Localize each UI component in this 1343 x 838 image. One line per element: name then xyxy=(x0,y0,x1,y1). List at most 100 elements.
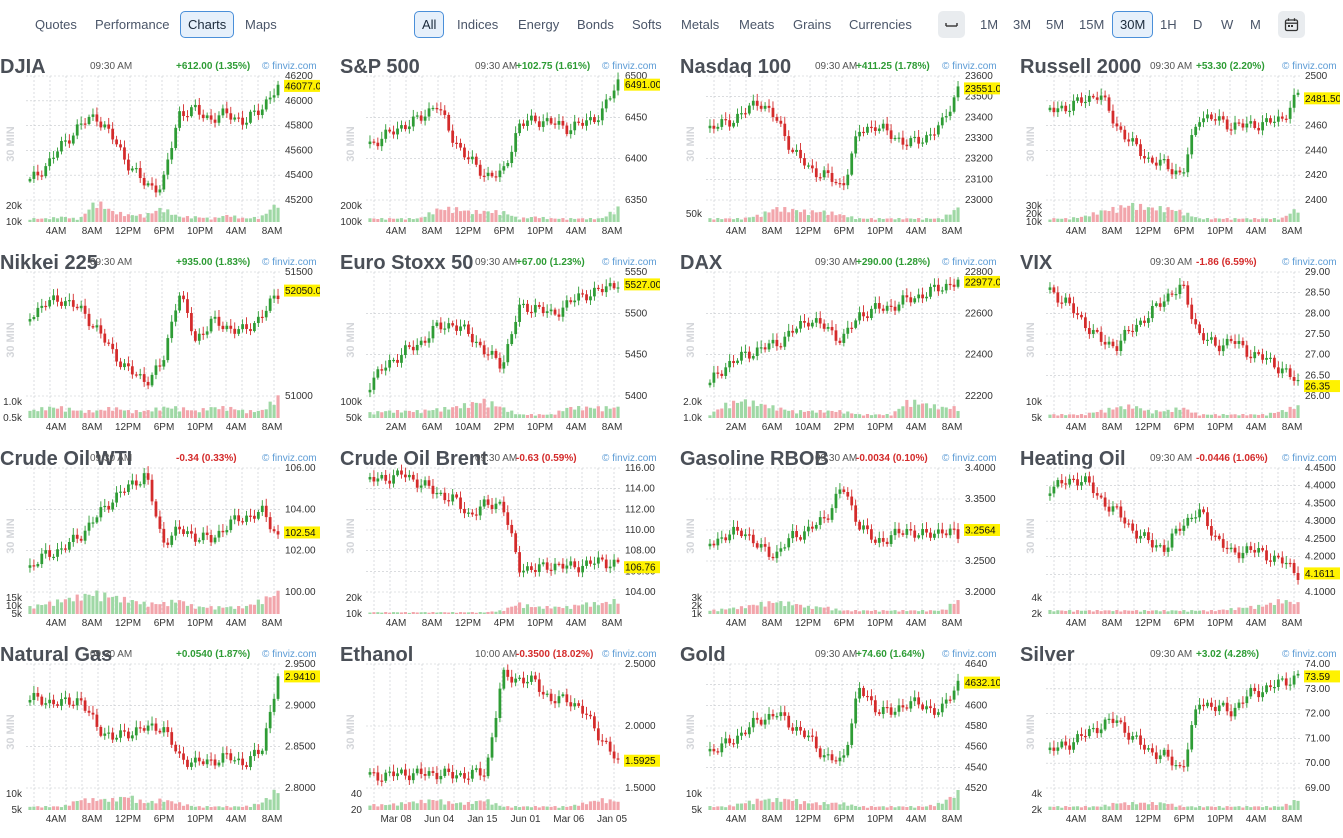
group-softs[interactable]: Softs xyxy=(632,17,662,32)
finviz-logo: © finviz.com xyxy=(942,61,997,72)
nav-performance[interactable]: Performance xyxy=(95,17,170,32)
volume-bar xyxy=(399,412,404,418)
price-chart[interactable]: 2360023500234002330023200231002300050k30… xyxy=(680,72,1000,250)
nav-quotes[interactable]: Quotes xyxy=(35,17,77,32)
candle xyxy=(1068,478,1072,485)
price-chart[interactable]: 25002480246024402420240030k20k10k30 MIN4… xyxy=(1020,72,1340,250)
chart-title[interactable]: Crude Oil WTI xyxy=(0,448,133,470)
chart-panel[interactable]: Russell 2000 09:30 AM +53.30 (2.20%) © finv… xyxy=(1020,54,1343,250)
volume-bar xyxy=(237,218,241,222)
group-currencies[interactable]: Currencies xyxy=(849,17,912,32)
chart-title[interactable]: Gasoline RBOB xyxy=(680,448,829,470)
nav-charts[interactable]: Charts xyxy=(180,11,235,38)
candle xyxy=(1257,127,1261,131)
date-picker-button[interactable] xyxy=(1278,11,1305,38)
candle xyxy=(514,321,518,335)
volume-bar xyxy=(936,610,940,614)
candle xyxy=(44,305,48,308)
candle xyxy=(178,526,181,530)
chart-title[interactable]: Natural Gas xyxy=(0,644,113,666)
candle xyxy=(498,357,502,369)
price-chart[interactable]: 29.0028.5028.0027.5027.0026.5026.0010k5k… xyxy=(1020,268,1340,446)
group-metals[interactable]: Metals xyxy=(681,17,720,32)
candle xyxy=(553,563,557,571)
volume-bar xyxy=(458,802,463,810)
chart-title[interactable]: Silver xyxy=(1020,644,1075,666)
chart-title[interactable]: DJIA xyxy=(0,56,46,78)
price-chart[interactable]: 116.00114.00112.00110.00108.00106.00104.… xyxy=(340,464,660,642)
chart-panel[interactable]: Crude Oil WTI 09:30 AM -0.34 (0.33%) © finv… xyxy=(0,446,340,642)
last-price-marker xyxy=(624,78,660,91)
timeframe-15m[interactable]: 15M xyxy=(1079,17,1105,32)
group-indices[interactable]: Indices xyxy=(457,17,499,32)
timeframe-m[interactable]: M xyxy=(1250,17,1261,32)
volume-bar xyxy=(111,410,115,418)
volume-bar xyxy=(392,412,396,418)
chart-panel[interactable]: Ethanol 10:00 AM -0.3500 (18.02%) © finviz.… xyxy=(340,642,680,838)
candle xyxy=(1048,287,1052,290)
chart-title[interactable]: Crude Oil Brent xyxy=(340,448,488,470)
candle xyxy=(921,704,924,710)
chart-title[interactable]: Ethanol xyxy=(340,644,414,666)
volume-bar xyxy=(798,804,803,810)
volume-bar xyxy=(751,804,755,810)
group-grains[interactable]: Grains xyxy=(793,17,832,32)
chart-title[interactable]: Gold xyxy=(680,644,726,666)
timeframe-d[interactable]: D xyxy=(1193,17,1203,32)
chart-panel[interactable]: Nikkei 225 09:30 AM +935.00 (1.83%) © finvi… xyxy=(0,250,340,446)
price-chart[interactable]: 464046204600458045604540452010k5k30 MIN4… xyxy=(680,660,1000,838)
chart-panel[interactable]: VIX 09:30 AM -1.86 (6.59%) © finviz.com 29.0… xyxy=(1020,250,1343,446)
chart-panel[interactable]: S&P 500 09:30 AM +102.75 (1.61%) © finviz.c… xyxy=(340,54,680,250)
chart-panel[interactable]: Crude Oil Brent 09:30 AM -0.63 (0.59%) © fi… xyxy=(340,446,680,642)
candle xyxy=(1217,705,1221,712)
chart-title[interactable]: Nasdaq 100 xyxy=(680,56,792,78)
chart-title[interactable]: Heating Oil xyxy=(1020,448,1126,470)
chart-title[interactable]: VIX xyxy=(1020,252,1053,274)
time-axis-tick: 4AM xyxy=(46,814,67,825)
chart-panel[interactable]: Silver 09:30 AM +3.02 (4.28%) © finviz.com 7… xyxy=(1020,642,1343,838)
chart-panel[interactable]: Gold 09:30 AM +74.60 (1.64%) © finviz.com 46… xyxy=(680,642,1020,838)
chart-type-button[interactable] xyxy=(938,11,965,38)
chart-panel[interactable]: Nasdaq 100 09:30 AM +411.25 (1.78%) © finvi… xyxy=(680,54,1020,250)
group-energy[interactable]: Energy xyxy=(518,17,560,32)
chart-panel[interactable]: Gasoline RBOB 09:30 AM -0.0034 (0.10%) © fi… xyxy=(680,446,1020,642)
chart-title[interactable]: Euro Stoxx 50 xyxy=(340,252,474,274)
timeframe-w[interactable]: W xyxy=(1221,17,1234,32)
volume-bar xyxy=(146,213,150,222)
timeframe-30m[interactable]: 30M xyxy=(1112,11,1154,38)
timeframe-1m[interactable]: 1M xyxy=(980,17,999,32)
chart-panel[interactable]: Natural Gas 09:30 AM +0.0540 (1.87%) © finv… xyxy=(0,642,340,838)
chart-panel[interactable]: Heating Oil 09:30 AM -0.0446 (1.06%) © finv… xyxy=(1020,446,1343,642)
chart-panel[interactable]: DJIA 09:30 AM +612.00 (1.35%) © finviz.com 4… xyxy=(0,54,340,250)
price-change: -0.34 (0.33%) xyxy=(176,453,237,464)
chart-panel[interactable]: Euro Stoxx 50 09:30 AM +67.00 (1.23%) © fin… xyxy=(340,250,680,446)
price-chart[interactable]: 4.45004.40004.35004.30004.25004.20004.15… xyxy=(1020,464,1340,642)
timeframe-3m[interactable]: 3M xyxy=(1013,17,1032,32)
group-meats[interactable]: Meats xyxy=(739,17,775,32)
chart-title[interactable]: Russell 2000 xyxy=(1020,56,1142,78)
candle xyxy=(217,762,221,766)
volume-bar xyxy=(596,801,600,810)
candle xyxy=(87,710,91,713)
candle xyxy=(459,773,462,776)
volume-bar xyxy=(166,800,170,810)
timeframe-1h[interactable]: 1H xyxy=(1160,17,1177,32)
chart-panel[interactable]: DAX 09:30 AM +290.00 (1.28%) © finviz.com 22… xyxy=(680,250,1020,446)
timeframe-5m[interactable]: 5M xyxy=(1046,17,1065,32)
group-bonds[interactable]: Bonds xyxy=(577,17,614,32)
chart-title[interactable]: S&P 500 xyxy=(340,56,420,78)
group-all[interactable]: All xyxy=(414,11,445,38)
nav-maps[interactable]: Maps xyxy=(245,17,277,32)
chart-title[interactable]: Nikkei 225 xyxy=(0,252,98,274)
chart-title[interactable]: DAX xyxy=(680,252,723,274)
